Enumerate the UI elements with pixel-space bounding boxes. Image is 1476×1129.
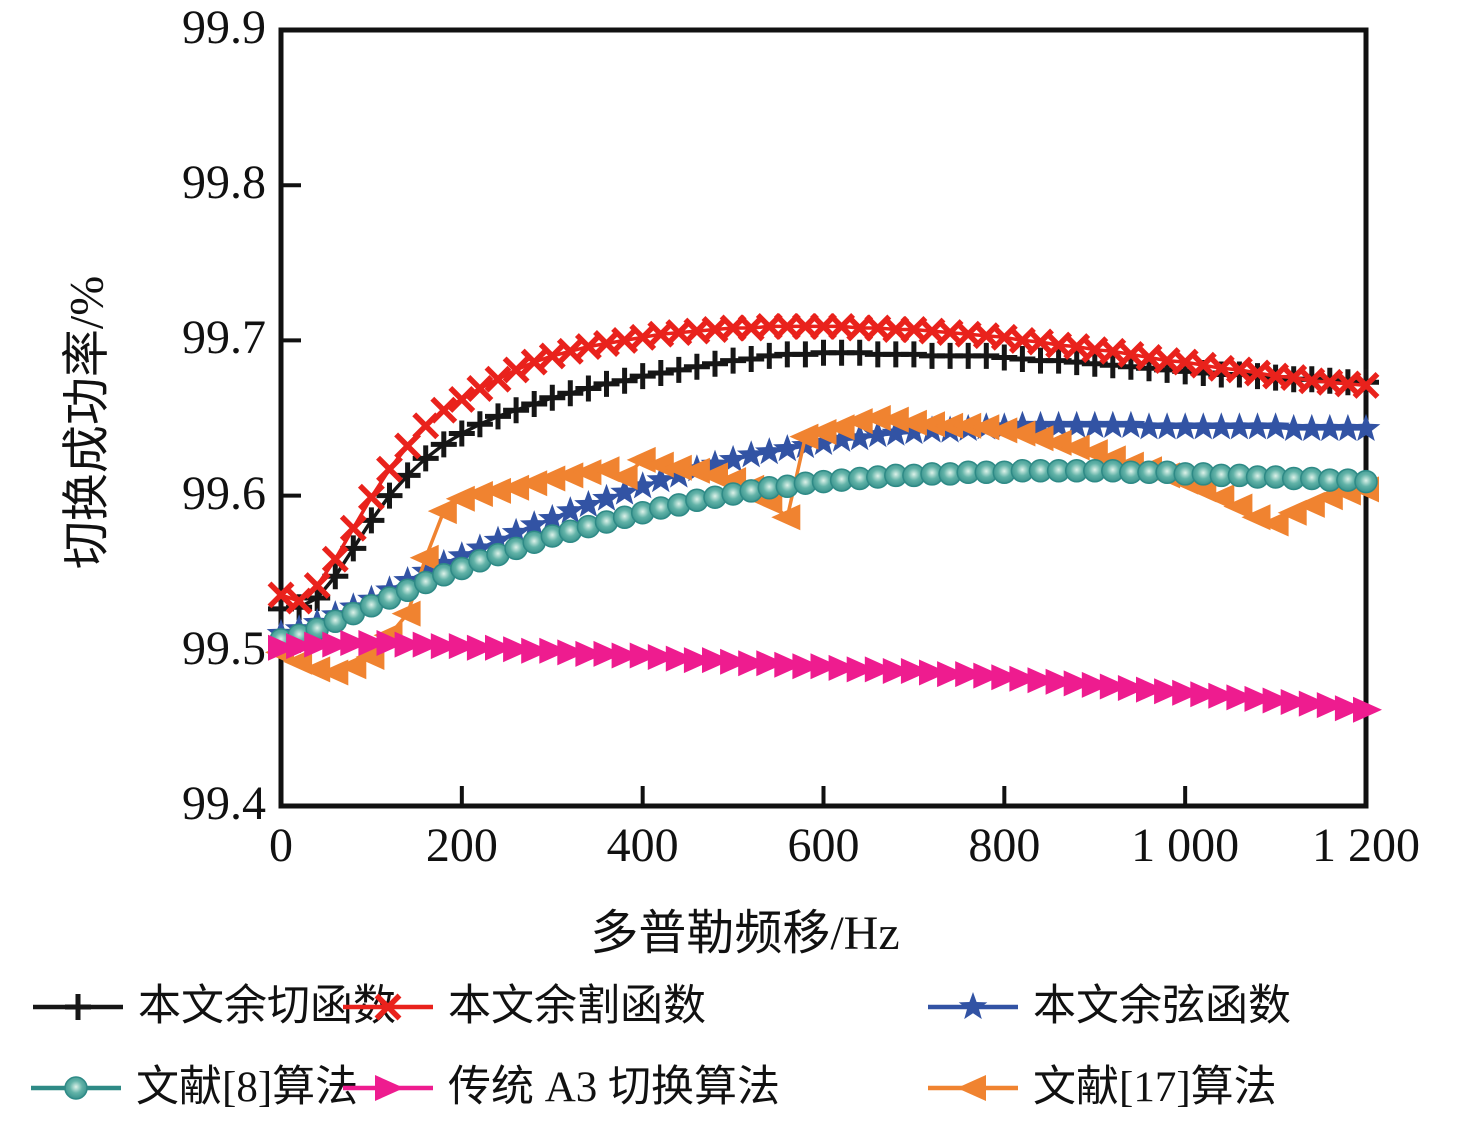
y-tick-label: 99.5 — [182, 621, 266, 675]
legend-label: 本文余割函数 — [448, 983, 706, 1030]
y-tick-label: 99.9 — [182, 1, 266, 54]
legend-label: 传统 A3 切换算法 — [448, 1064, 781, 1111]
legend-label: 文献[8]算法 — [136, 1064, 359, 1111]
x-tick-label: 600 — [787, 819, 860, 872]
legend-item-1: 本文余割函数 — [340, 984, 706, 1030]
legend-label: 文献[17]算法 — [1033, 1064, 1277, 1111]
y-tick-label: 99.6 — [182, 466, 266, 520]
series-markers-1 — [267, 312, 1380, 615]
y-tick-label: 99.7 — [182, 311, 266, 365]
circle-marker-icon — [31, 1076, 121, 1100]
x-tick-label: 800 — [968, 819, 1041, 872]
x-marker-icon — [343, 993, 433, 1021]
y-axis-title: 切换成功率/% — [60, 275, 114, 570]
triangle-left-marker-icon — [928, 1075, 1018, 1101]
x-tick-label: 400 — [606, 819, 679, 872]
x-tick-label: 1 000 — [1131, 819, 1240, 872]
triangle-right-marker-icon — [343, 1075, 433, 1101]
y-tick-label: 99.4 — [182, 777, 266, 830]
x-tick-label: 1 200 — [1312, 819, 1420, 872]
x-axis-title: 多普勒频移/Hz — [590, 907, 900, 960]
legend-item-4: 传统 A3 切换算法 — [340, 1065, 780, 1111]
plus-marker-icon — [33, 994, 123, 1020]
legend-item-3: 文献[8]算法 — [28, 1065, 358, 1111]
star-marker-icon — [928, 992, 1018, 1020]
series-markers-4 — [268, 630, 1382, 723]
legend-item-2: 本文余弦函数 — [925, 984, 1291, 1030]
series-markers-3 — [269, 459, 1378, 652]
y-tick-label: 99.8 — [182, 156, 266, 210]
legend-item-5: 文献[17]算法 — [925, 1065, 1277, 1111]
legend-label: 本文余弦函数 — [1033, 983, 1291, 1030]
x-tick-label: 0 — [269, 819, 293, 872]
x-tick-label: 200 — [425, 819, 498, 872]
